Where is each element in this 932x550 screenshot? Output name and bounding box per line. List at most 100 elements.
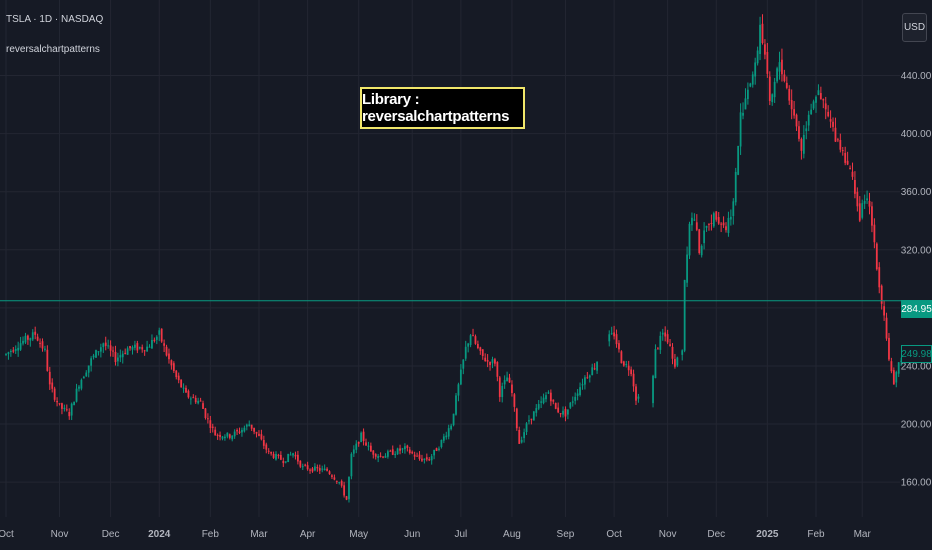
- candle-body: [95, 350, 97, 358]
- candle-body: [301, 466, 304, 468]
- candle-body: [557, 407, 560, 413]
- candle-body: [36, 336, 39, 341]
- candle-body: [836, 139, 839, 141]
- candle-body: [620, 351, 623, 364]
- x-tick-label: Sep: [557, 529, 575, 540]
- x-tick-label: Nov: [51, 529, 69, 540]
- candle-body: [712, 213, 715, 227]
- candle-body: [394, 453, 397, 456]
- candle-body: [214, 429, 217, 436]
- candle-body: [486, 359, 489, 362]
- candle-body: [267, 450, 270, 452]
- currency-button[interactable]: USD: [902, 13, 927, 42]
- candle-body: [659, 335, 662, 350]
- candle-body: [9, 350, 12, 352]
- candle-body: [221, 436, 224, 439]
- candle-body: [547, 392, 550, 394]
- candle-body: [365, 442, 367, 446]
- candle-body: [764, 44, 766, 55]
- candle-body: [520, 439, 523, 443]
- candle-body: [703, 230, 706, 244]
- candle-body: [148, 346, 151, 348]
- candle-body: [854, 179, 856, 194]
- candle-body: [386, 451, 389, 457]
- candle-body: [421, 458, 423, 461]
- candle-body: [270, 451, 273, 454]
- candle-body: [508, 377, 511, 383]
- candle-body: [41, 341, 44, 349]
- candle-body: [19, 343, 22, 350]
- candle-body: [661, 332, 664, 335]
- candle-body: [749, 83, 752, 87]
- candle-body: [248, 424, 251, 427]
- y-tick-label: 400.00: [901, 129, 932, 140]
- candle-body: [545, 395, 547, 400]
- candle-body: [800, 138, 803, 151]
- candle-body: [39, 342, 41, 344]
- candle-body: [399, 448, 401, 451]
- candle-body: [559, 413, 562, 415]
- candle-body: [382, 456, 384, 458]
- candle-body: [824, 103, 827, 110]
- candle-body: [450, 425, 453, 430]
- candle-body: [279, 454, 282, 460]
- candle-body: [85, 372, 88, 377]
- candle-body: [92, 355, 95, 358]
- candle-body: [856, 191, 859, 207]
- candle-body: [258, 433, 260, 436]
- candle-body: [720, 223, 723, 225]
- candle-body: [776, 68, 778, 82]
- candle-body: [260, 434, 263, 440]
- candle-body: [418, 454, 421, 459]
- candle-body: [318, 468, 321, 471]
- candle-body: [136, 343, 139, 351]
- candle-body: [681, 350, 684, 355]
- candle-body: [496, 362, 499, 377]
- candle-body: [26, 335, 29, 340]
- candle-body: [70, 403, 73, 416]
- candle-body: [666, 334, 669, 343]
- candle-body: [518, 429, 521, 444]
- candle-body: [435, 448, 438, 451]
- candle-body: [360, 432, 363, 442]
- candle-body: [756, 50, 759, 64]
- candle-body: [180, 379, 183, 388]
- candle-body: [124, 352, 127, 354]
- candle-body: [311, 468, 314, 472]
- candle-body: [255, 431, 258, 434]
- candle-body: [440, 439, 443, 448]
- candle-body: [579, 387, 581, 396]
- candle-body: [822, 99, 825, 101]
- candle-body: [343, 485, 346, 496]
- candle-body: [880, 285, 883, 304]
- candle-body: [506, 377, 508, 382]
- candle-body: [744, 98, 747, 110]
- x-tick-label: Nov: [659, 529, 677, 540]
- candle-body: [275, 454, 277, 460]
- candle-body: [65, 409, 68, 411]
- candle-body: [783, 74, 786, 82]
- candle-body: [788, 88, 791, 101]
- candle-body: [885, 317, 888, 339]
- x-tick-label: 2025: [756, 529, 779, 540]
- candle-body: [433, 449, 436, 456]
- candle-body: [384, 455, 387, 458]
- candle-body: [476, 343, 479, 349]
- y-tick-label: 320.00: [901, 245, 932, 256]
- candle-body: [632, 373, 635, 387]
- candle-body: [489, 361, 491, 365]
- candle-body: [498, 377, 501, 397]
- candle-body: [676, 357, 679, 366]
- candle-body: [141, 347, 144, 350]
- candle-body: [671, 346, 674, 359]
- candle-body: [44, 348, 46, 350]
- candle-body: [759, 24, 761, 55]
- candle-body: [525, 423, 528, 433]
- candle-body: [391, 449, 394, 455]
- candle-body: [14, 348, 17, 351]
- indicator-label[interactable]: reversalchartpatterns: [6, 44, 100, 55]
- candle-body: [406, 445, 409, 448]
- candle-body: [895, 372, 898, 383]
